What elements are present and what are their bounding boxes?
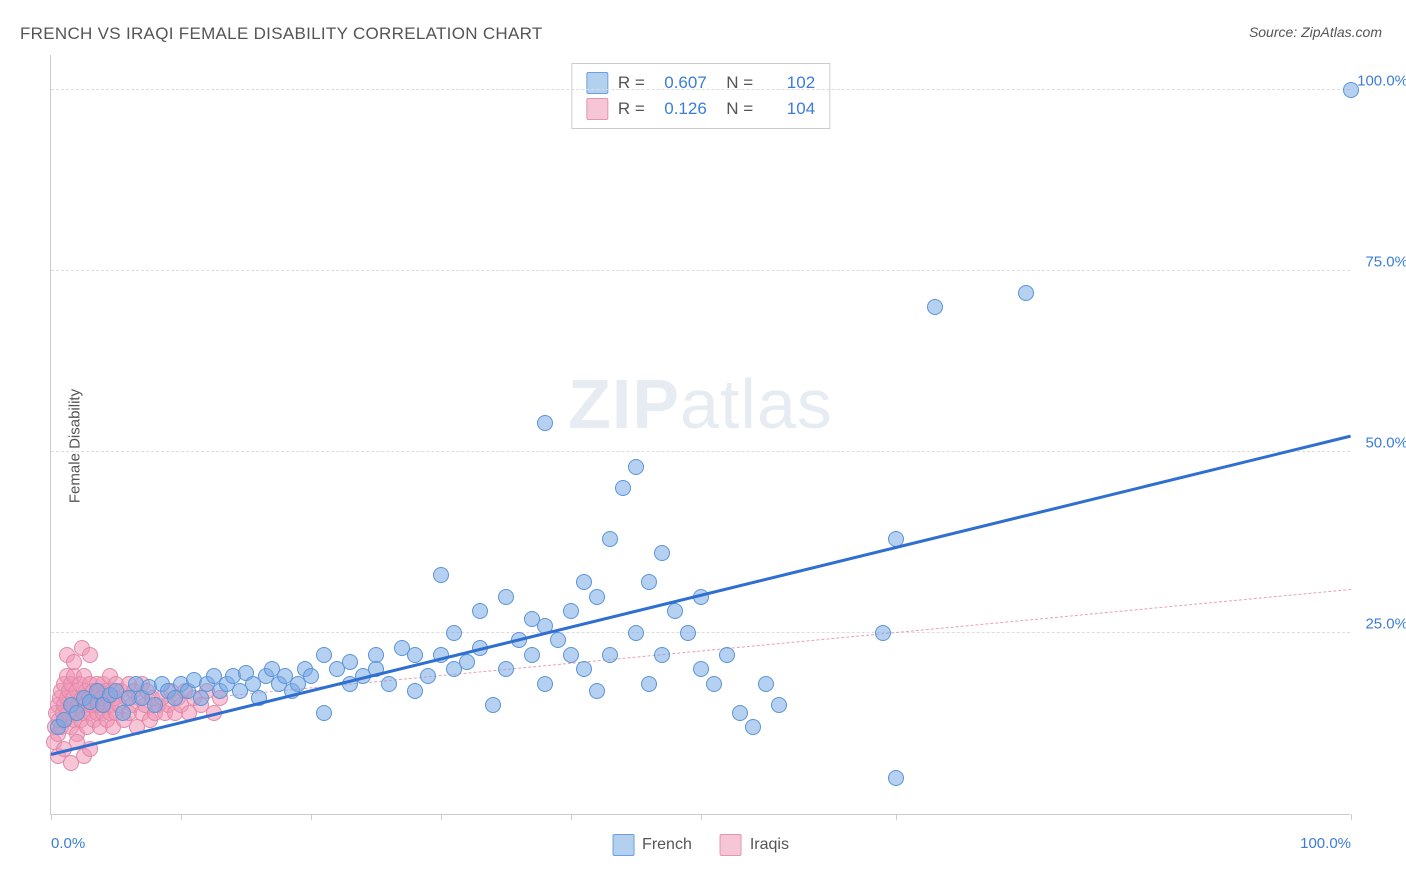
data-point (719, 647, 735, 663)
data-point (875, 625, 891, 641)
data-point (706, 676, 722, 692)
x-tick (441, 814, 442, 820)
grid-line (51, 270, 1350, 271)
data-point (927, 299, 943, 315)
data-point (615, 480, 631, 496)
data-point (1343, 82, 1359, 98)
correlation-stats-box: R = 0.607 N = 102 R = 0.126 N = 104 (571, 63, 830, 129)
data-point (654, 545, 670, 561)
scatter-plot-area: ZIPatlas R = 0.607 N = 102 R = 0.126 N =… (50, 55, 1350, 815)
x-tick (181, 814, 182, 820)
watermark: ZIPatlas (568, 364, 833, 444)
r-label: R = (618, 99, 645, 119)
data-point (732, 705, 748, 721)
watermark-light: atlas (680, 365, 833, 443)
data-point (485, 697, 501, 713)
legend-item-iraqis: Iraqis (720, 834, 789, 856)
r-value-iraqis: 0.126 (655, 99, 707, 119)
data-point (407, 647, 423, 663)
grid-line (51, 632, 1350, 633)
data-point (576, 661, 592, 677)
data-point (745, 719, 761, 735)
x-tick (571, 814, 572, 820)
data-point (446, 625, 462, 641)
x-tick-label: 100.0% (1300, 835, 1351, 852)
data-point (758, 676, 774, 692)
data-point (472, 603, 488, 619)
data-point (459, 654, 475, 670)
x-tick (1351, 814, 1352, 820)
n-value-iraqis: 104 (763, 99, 815, 119)
source-attribution: Source: ZipAtlas.com (1249, 24, 1382, 40)
data-point (498, 589, 514, 605)
chart-title: FRENCH VS IRAQI FEMALE DISABILITY CORREL… (20, 24, 543, 44)
swatch-french (586, 72, 608, 94)
data-point (1018, 285, 1034, 301)
x-tick (311, 814, 312, 820)
data-point (524, 647, 540, 663)
data-point (316, 705, 332, 721)
data-point (147, 697, 163, 713)
watermark-bold: ZIP (568, 365, 680, 443)
data-point (66, 654, 82, 670)
n-label: N = (717, 99, 753, 119)
data-point (433, 567, 449, 583)
legend-label-french: French (642, 836, 692, 854)
data-point (667, 603, 683, 619)
stats-row-french: R = 0.607 N = 102 (586, 70, 815, 96)
y-tick-label: 50.0% (1365, 435, 1406, 452)
data-point (342, 654, 358, 670)
data-point (680, 625, 696, 641)
grid-line (51, 89, 1350, 90)
trend-line (51, 435, 1352, 756)
x-tick-label: 0.0% (51, 835, 85, 852)
data-point (888, 770, 904, 786)
data-point (407, 683, 423, 699)
data-point (641, 574, 657, 590)
x-tick (51, 814, 52, 820)
data-point (589, 683, 605, 699)
y-tick-label: 100.0% (1357, 73, 1406, 90)
data-point (498, 661, 514, 677)
data-point (69, 705, 85, 721)
y-tick-label: 25.0% (1365, 616, 1406, 633)
data-point (576, 574, 592, 590)
data-point (693, 661, 709, 677)
legend-item-french: French (612, 834, 692, 856)
data-point (641, 676, 657, 692)
legend-swatch-french (612, 834, 634, 856)
data-point (420, 668, 436, 684)
data-point (563, 647, 579, 663)
data-point (602, 531, 618, 547)
data-point (193, 690, 209, 706)
data-point (381, 676, 397, 692)
data-point (563, 603, 579, 619)
x-tick (701, 814, 702, 820)
data-point (550, 632, 566, 648)
data-point (654, 647, 670, 663)
data-point (628, 625, 644, 641)
x-tick (896, 814, 897, 820)
data-point (537, 415, 553, 431)
data-point (771, 697, 787, 713)
data-point (628, 459, 644, 475)
swatch-iraqis (586, 98, 608, 120)
legend-swatch-iraqis (720, 834, 742, 856)
data-point (589, 589, 605, 605)
data-point (115, 705, 131, 721)
legend-label-iraqis: Iraqis (750, 836, 789, 854)
data-point (82, 647, 98, 663)
data-point (316, 647, 332, 663)
data-point (303, 668, 319, 684)
bottom-legend: French Iraqis (612, 834, 789, 856)
data-point (602, 647, 618, 663)
data-point (537, 676, 553, 692)
grid-line (51, 451, 1350, 452)
y-tick-label: 75.0% (1365, 254, 1406, 271)
stats-row-iraqis: R = 0.126 N = 104 (586, 96, 815, 122)
